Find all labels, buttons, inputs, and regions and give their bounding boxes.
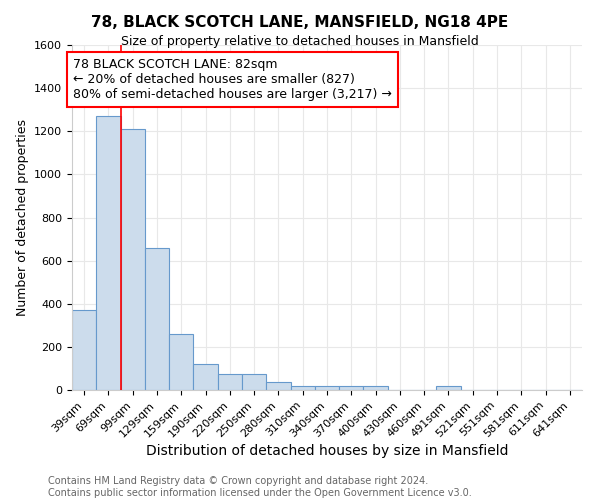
Bar <box>169 334 193 390</box>
Bar <box>364 386 388 390</box>
Bar <box>290 386 315 390</box>
Text: Size of property relative to detached houses in Mansfield: Size of property relative to detached ho… <box>121 35 479 48</box>
Bar <box>266 382 290 390</box>
Bar <box>218 374 242 390</box>
Text: 78 BLACK SCOTCH LANE: 82sqm
← 20% of detached houses are smaller (827)
80% of se: 78 BLACK SCOTCH LANE: 82sqm ← 20% of det… <box>73 58 392 101</box>
Text: 78, BLACK SCOTCH LANE, MANSFIELD, NG18 4PE: 78, BLACK SCOTCH LANE, MANSFIELD, NG18 4… <box>91 15 509 30</box>
Bar <box>96 116 121 390</box>
Bar <box>315 386 339 390</box>
X-axis label: Distribution of detached houses by size in Mansfield: Distribution of detached houses by size … <box>146 444 508 458</box>
Bar <box>193 364 218 390</box>
Bar <box>339 386 364 390</box>
Bar <box>145 248 169 390</box>
Bar <box>242 374 266 390</box>
Bar <box>72 310 96 390</box>
Text: Contains HM Land Registry data © Crown copyright and database right 2024.
Contai: Contains HM Land Registry data © Crown c… <box>48 476 472 498</box>
Bar <box>436 386 461 390</box>
Y-axis label: Number of detached properties: Number of detached properties <box>16 119 29 316</box>
Bar <box>121 129 145 390</box>
